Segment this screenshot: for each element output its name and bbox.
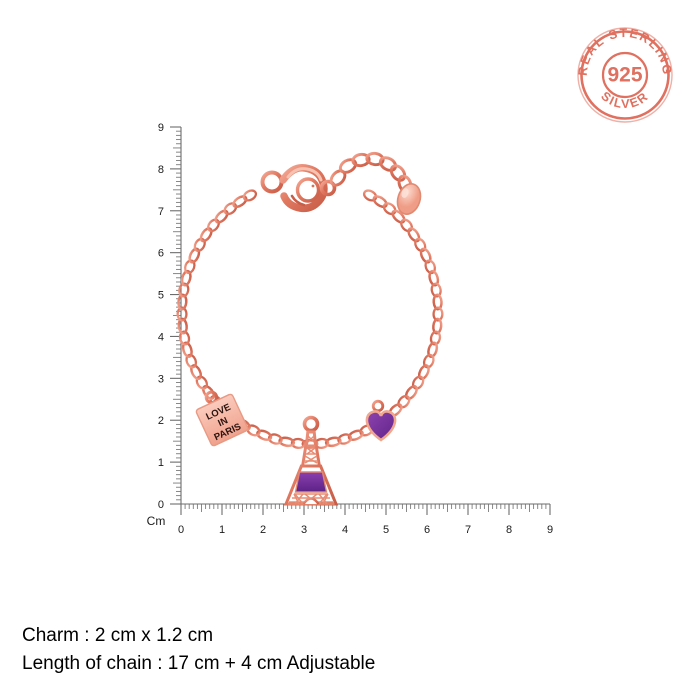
svg-text:3: 3 [301, 524, 307, 536]
svg-text:5: 5 [158, 290, 164, 302]
love-in-paris-tag: LOVE IN PARIS [195, 390, 249, 447]
dimension-caption: Charm : 2 cm x 1.2 cm Length of chain : … [22, 622, 622, 678]
ruler-ticks: 0 1 2 3 4 5 6 7 8 9 0 1 2 3 4 5 6 7 8 9 [158, 122, 553, 536]
extender-chain [329, 151, 413, 194]
svg-text:4: 4 [158, 331, 164, 343]
caption-line-charm: Charm : 2 cm x 1.2 cm [22, 625, 214, 646]
svg-text:0: 0 [158, 499, 164, 511]
stamp-rings [577, 27, 673, 123]
svg-text:2: 2 [158, 415, 164, 427]
svg-text:6: 6 [424, 524, 430, 536]
svg-text:2: 2 [260, 524, 266, 536]
tag-line-2: IN [216, 415, 229, 429]
svg-text:7: 7 [158, 206, 164, 218]
svg-text:1: 1 [219, 524, 225, 536]
svg-text:9: 9 [158, 122, 164, 134]
caption-line-chain: Length of chain : 17 cm + 4 cm Adjustabl… [22, 653, 376, 674]
ruler-unit-label: Cm [147, 514, 166, 528]
measurement-ruler: 0 1 2 3 4 5 6 7 8 9 0 1 2 3 4 5 6 7 8 9 Cm [147, 122, 553, 536]
svg-text:1: 1 [158, 457, 164, 469]
stamp-center-text: 925 [607, 64, 642, 87]
svg-text:9: 9 [547, 524, 553, 536]
bracelet-product-photo: LOVE IN PARIS [176, 151, 444, 506]
heart-charm [365, 399, 397, 442]
real-sterling-silver-stamp: REAL STERLING SILVER 925 [565, 15, 685, 135]
eiffel-tower-charm [283, 415, 339, 506]
svg-text:0: 0 [178, 524, 184, 536]
svg-text:5: 5 [383, 524, 389, 536]
svg-text:7: 7 [465, 524, 471, 536]
stamp-bottom-text: SILVER [598, 89, 651, 111]
teardrop-end-tag [396, 183, 422, 215]
svg-text:6: 6 [158, 248, 164, 260]
lobster-clasp [260, 164, 337, 213]
svg-text:4: 4 [342, 524, 348, 536]
svg-text:8: 8 [506, 524, 512, 536]
svg-text:8: 8 [158, 164, 164, 176]
svg-text:3: 3 [158, 373, 164, 385]
